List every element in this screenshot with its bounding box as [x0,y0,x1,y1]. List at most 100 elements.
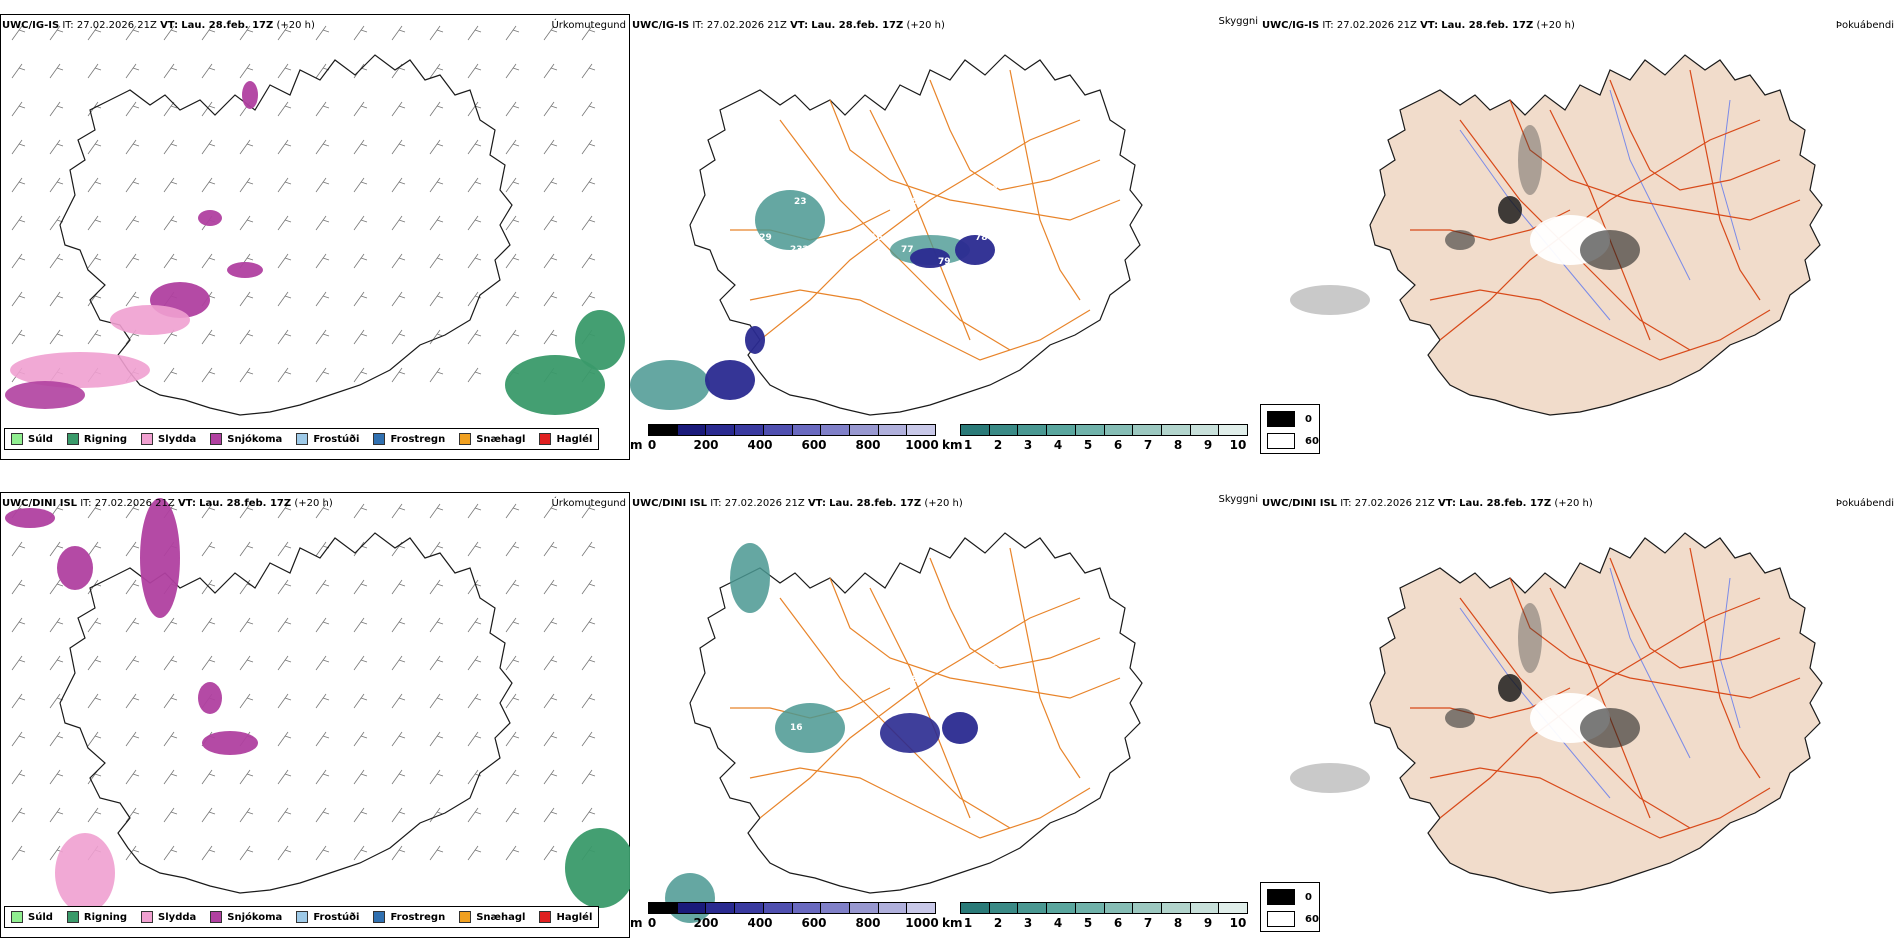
precip-map [5,498,630,913]
fog-legend-value: 60 [1305,913,1319,925]
legend-swatch [11,433,23,445]
colorbar-segment [1018,903,1048,913]
map-value-label: 101 [753,711,772,721]
colorbar-segment [677,425,707,435]
map-value-label: 294 [823,305,842,315]
panel-title: Úrkomutegund [551,20,626,31]
snow-area [227,262,263,278]
colorbar-segment [735,903,764,913]
map-value-label: 198 [979,185,998,195]
precip-legend-item: Snæhagl [459,433,525,445]
colorbar-segment [677,903,707,913]
map-value-label: 187 [905,675,924,685]
map-value-label: 129 [753,233,772,243]
precip-map [5,25,625,416]
legend-swatch [66,911,79,923]
fog-index-map [1290,532,1823,894]
wind-barbs [11,25,596,383]
precip-legend-item: Súld [11,433,53,445]
fog-dense-area [1445,708,1475,728]
model-row-igis: UWC/IG-IS IT: 27.02.2026 21Z VT: Lau. 28… [0,0,1900,460]
colorbar-swatches [960,902,1248,914]
low-ceiling-area [745,326,765,354]
rain-area [565,828,630,908]
colorbar-segment [706,903,736,913]
legend-swatch [373,433,386,445]
panel-title: Þokuábendi [1835,498,1894,509]
colorbar-tick: 600 [801,916,827,930]
road-network [1410,69,1801,361]
ceiling-colorbar: m 0 200 400 600 800 1000 [630,424,939,452]
fog-index-panel: UWC/IG-IS IT: 27.02.2026 21Z VT: Lau. 28… [1260,0,1900,460]
low-ceiling-area [910,248,950,268]
colorbar-unit: m [630,438,643,452]
colorbar-tick: 4 [1053,916,1063,930]
colorbar-segment [792,425,822,435]
colorbar-tick: 3 [1023,438,1033,452]
map-value-label: 116 [864,233,883,243]
colorbar-segment [649,425,678,435]
colorbar-segment [961,425,990,435]
colorbar-segment [1190,425,1220,435]
colorbar-tick: 6 [1113,916,1123,930]
visibility-area [775,703,845,753]
colorbar-segment [1018,425,1048,435]
iceland-coastline [59,532,513,894]
precip-legend: Súld Rigning Slydda Snjókoma Frostúði Frostre… [4,428,600,450]
legend-label: Snjókoma [227,433,283,445]
legend-label: Frostregn [390,911,446,923]
low-ceiling-area [880,713,940,753]
visibility-colorbar: km 1 2 3 4 5 6 7 8 9 10 [942,902,1248,930]
fog-dense-area [1518,125,1542,195]
precip-map-frame [0,14,630,460]
ceiling-visibility-panel: 133 158 230 173 122 187 16 176 104 101 16 UWC/DINI… [630,478,1260,938]
colorbar-tick: 5 [1083,916,1093,930]
fog-legend: 0 60 [1260,404,1320,454]
colorbar-segment [1133,425,1162,435]
colorbar-tick: 4 [1053,438,1063,452]
legend-swatch [141,433,154,445]
legend-label: Slydda [158,433,197,445]
map-value-label: 232 [790,245,809,255]
colorbar-ticks: m 0 200 400 600 800 1000 [630,916,939,930]
legend-label: Slydda [158,911,197,923]
colorbar-tick: 2 [993,438,1003,452]
map-value-label: 79 [938,257,951,267]
map-value-label: 158 [757,663,776,673]
colorbar-unit: m [630,916,643,930]
fog-legend-swatch [1267,889,1295,905]
legend-label: Frostregn [390,433,446,445]
fog-dense-area [1498,196,1522,224]
colorbar-tick: 9 [1203,438,1213,452]
low-ceiling-area [705,360,755,400]
colorbar-tick: 10 [1229,438,1247,452]
colorbar-segment [878,903,908,913]
snow-area [242,81,258,109]
map-value-labels: 133 158 230 173 122 187 16 176 104 101 16 [720,651,1035,745]
map-value-label: 77 [901,245,914,255]
colorbar-tick: 1000 [905,916,939,930]
snow-area [5,381,85,409]
visibility-area [730,543,770,613]
colorbar-swatches [960,424,1248,436]
fog-legend-value: 0 [1305,413,1312,425]
colorbar-swatches [648,902,936,914]
colorbar-segment [849,903,879,913]
visibility-area [755,190,825,250]
sleet-area [110,305,190,335]
precip-legend-item: Slydda [141,433,196,445]
precip-legend-item: Haglél [539,911,592,923]
precip-map-frame [0,492,630,938]
map-value-label: 176 [979,663,998,673]
iceland-coastline [689,532,1143,894]
legend-label: Súld [28,433,53,445]
colorbar-segment [1219,425,1248,435]
map-value-label: 230 [794,675,813,685]
colorbar-tick: 1 [963,916,973,930]
legend-label: Rigning [83,433,128,445]
legend-label: Haglél [556,433,593,445]
map-value-label: 133 [720,651,739,661]
precip-legend-item: Snjókoma [210,433,282,445]
panel-title: Þokuábendi [1835,20,1894,31]
legend-swatch [539,911,552,923]
